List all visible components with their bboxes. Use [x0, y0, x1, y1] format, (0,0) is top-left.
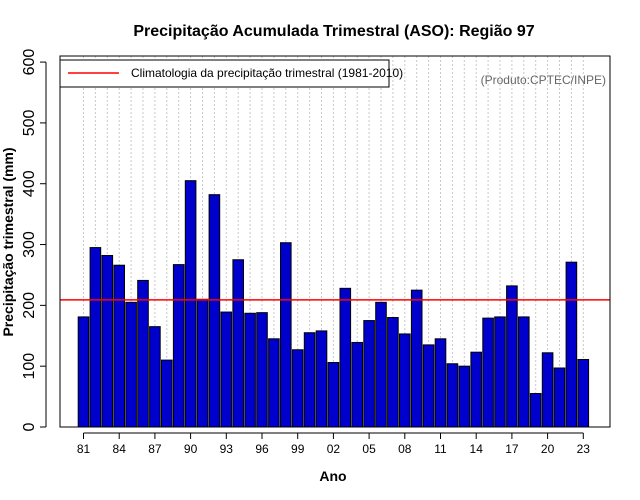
bar-1983	[101, 254, 114, 428]
bar-1990	[184, 180, 197, 428]
bar-2001	[315, 330, 328, 428]
x-tick-label: 11	[434, 442, 447, 456]
bar-2023	[577, 358, 590, 428]
bar-1998	[280, 242, 292, 428]
credit-text: (Produto:CPTEC/INPE)	[481, 73, 606, 87]
bar-2012	[446, 363, 459, 428]
chart-title: Precipitação Acumulada Trimestral (ASO):…	[133, 23, 534, 40]
legend-label: Climatologia da precipitação trimestral …	[131, 66, 403, 80]
bar-1999	[291, 349, 304, 428]
x-tick-label: 14	[470, 442, 484, 456]
y-tick-label: 200	[21, 292, 38, 319]
bar-1996	[256, 312, 268, 428]
bar-2016	[494, 316, 506, 428]
x-axis: 81 84 87 90 93 96 99 02 05 08 11 14 17 20 23	[77, 432, 591, 456]
bar-1984	[113, 264, 126, 428]
bar-2006	[375, 301, 387, 428]
x-tick-label: 23	[577, 442, 591, 456]
x-tick-label: 17	[505, 442, 519, 456]
bars	[77, 180, 590, 428]
bar-2020	[541, 352, 554, 428]
y-tick-label: 0	[21, 422, 38, 431]
bar-1994	[232, 259, 244, 428]
bar-2002	[327, 362, 340, 428]
x-tick-label: 93	[220, 442, 234, 456]
bar-2010	[422, 344, 435, 428]
x-tick-label: 05	[362, 442, 376, 456]
bar-2005	[363, 320, 375, 428]
bar-2021	[553, 367, 566, 428]
x-tick-label: 90	[184, 442, 198, 456]
x-tick-label: 96	[255, 442, 269, 456]
bar-1993	[220, 311, 233, 428]
bar-1981	[77, 316, 90, 428]
bar-1986	[137, 279, 149, 428]
x-tick-label: 08	[398, 442, 412, 456]
bar-2018	[518, 316, 530, 428]
x-tick-label: 02	[327, 442, 341, 456]
bar-1997	[268, 338, 280, 428]
bar-2004	[351, 341, 363, 428]
y-tick-label: 300	[21, 231, 38, 258]
bar-2017	[506, 285, 518, 428]
bar-2009	[410, 289, 423, 428]
x-tick-label: 99	[291, 442, 305, 456]
bar-2013	[458, 365, 471, 428]
bar-1992	[208, 194, 221, 428]
bar-1982	[89, 247, 102, 428]
bar-1991	[196, 298, 209, 428]
x-tick-label: 81	[77, 442, 91, 456]
bar-1985	[125, 301, 137, 428]
y-tick-label: 400	[21, 170, 38, 197]
bar-2008	[399, 333, 411, 428]
plot-frame	[59, 55, 611, 428]
x-tick-label: 84	[113, 442, 127, 456]
bar-2019	[529, 393, 542, 428]
bar-1989	[172, 264, 185, 428]
bar-2014	[470, 351, 482, 428]
y-tick-label: 500	[21, 109, 38, 136]
bar-2000	[303, 332, 316, 428]
bar-2007	[387, 317, 399, 428]
bar-2015	[482, 317, 494, 428]
bar-2011	[434, 338, 447, 428]
legend: Climatologia da precipitação trimestral …	[59, 59, 403, 88]
bar-2022	[565, 261, 578, 428]
x-tick-label: 20	[541, 442, 555, 456]
y-tick-label: 100	[21, 353, 38, 380]
bar-1995	[244, 312, 256, 428]
bar-1987	[149, 326, 161, 428]
y-tick-label: 600	[21, 49, 38, 76]
x-axis-title: Ano	[319, 468, 346, 484]
y-axis: 0 100 200 300 400 500 600	[21, 49, 47, 431]
bar-2003	[339, 287, 352, 428]
bar-1988	[161, 359, 173, 428]
x-tick-label: 87	[148, 442, 162, 456]
y-axis-title: Precipitação trimestral (mm)	[0, 147, 16, 336]
